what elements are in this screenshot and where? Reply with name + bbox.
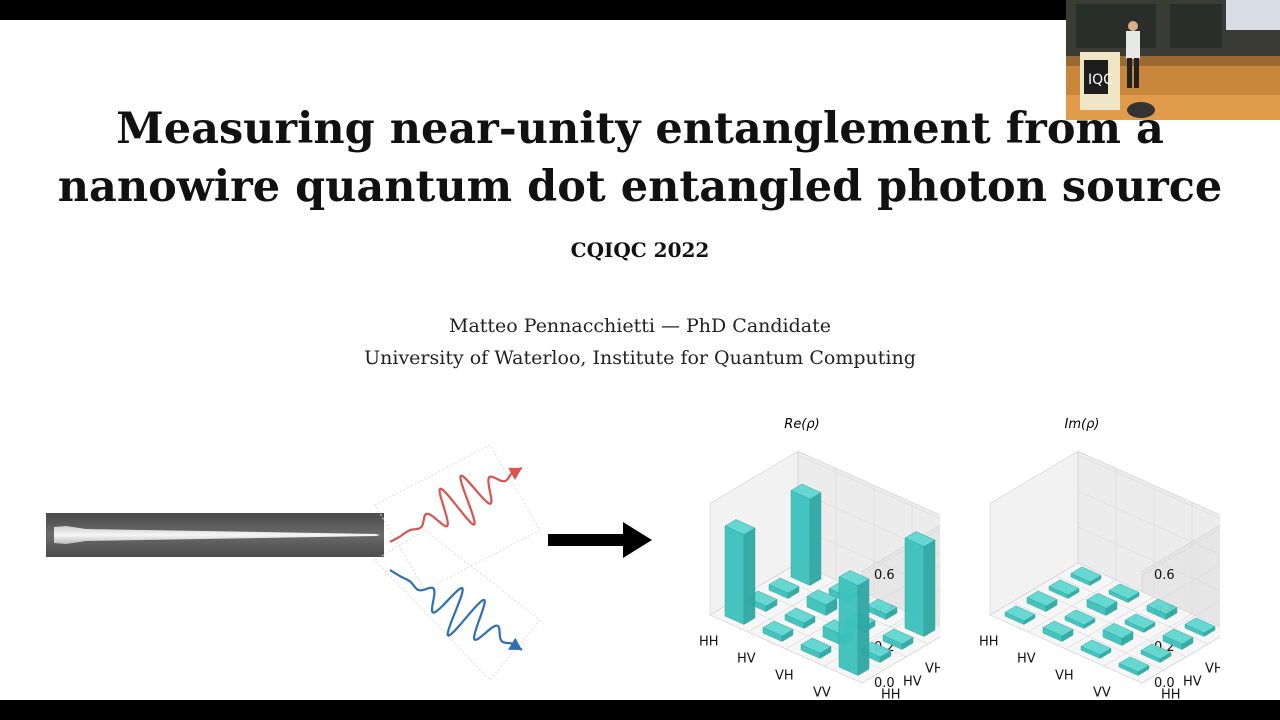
real-plot-bar xyxy=(762,620,794,642)
imag-plot-z-tick: 0.6 xyxy=(1154,568,1175,583)
real-plot-bar xyxy=(866,598,898,620)
real-plot-bar xyxy=(838,570,870,676)
imag-plot-bar xyxy=(1064,609,1096,629)
right-arrow-icon xyxy=(548,522,652,558)
imag-plot-bar xyxy=(1086,593,1118,616)
imag-plot-title: Im(ρ) xyxy=(1065,417,1100,432)
real-plot-x-label: HH xyxy=(699,635,719,650)
author-line: Matteo Pennacchietti — PhD Candidate xyxy=(448,315,832,337)
speaker-head xyxy=(1128,21,1138,31)
imag-plot-bar xyxy=(1080,639,1112,659)
nanowire-image xyxy=(46,513,384,557)
slide-title: Measuring near-unity entanglement from a… xyxy=(0,100,1280,216)
photon-top xyxy=(374,444,541,591)
imag-plot-z-tick: 0.0 xyxy=(1154,676,1175,691)
imag-plot-bar xyxy=(1184,617,1216,637)
presentation-slide: Measuring near-unity entanglement from a… xyxy=(0,20,1280,700)
entangled-photons-illustration xyxy=(374,444,541,681)
imag-plot-x-label: VV xyxy=(1093,686,1111,701)
imag-plot-bar xyxy=(1124,613,1156,633)
title-line-1: Measuring near-unity entanglement from a xyxy=(116,104,1164,154)
real-plot-z-tick: 0.0 xyxy=(874,676,895,691)
real-plot-bar xyxy=(806,589,838,616)
real-plot-bar xyxy=(724,519,756,625)
imag-plot-y-label: VH xyxy=(1205,662,1220,677)
webcam-sign-text: IQC xyxy=(1088,72,1113,88)
real-plot-y-label: HH xyxy=(881,688,901,701)
title-line-2: nanowire quantum dot entangled photon so… xyxy=(57,162,1223,212)
imag-plot-bar xyxy=(1048,579,1080,599)
real-plot-z-tick: 0.6 xyxy=(874,568,895,583)
real-plot-y-label: HV xyxy=(903,675,922,690)
real-density-matrix-plot: Re(ρ) 0.60.40.20.0HHHVVHVVVVVHHVHH xyxy=(699,417,940,701)
real-plot-bar xyxy=(904,531,936,637)
real-plot-x-label: VV xyxy=(813,686,831,701)
imag-plot-bar xyxy=(1108,583,1140,603)
real-plot-x-label: VH xyxy=(775,669,794,684)
imag-plot-bar xyxy=(1140,643,1172,663)
real-plot-x-label: HV xyxy=(737,652,756,667)
photon-bottom xyxy=(374,529,541,681)
real-plot-title: Re(ρ) xyxy=(784,417,819,432)
imaginary-density-matrix-plot: Im(ρ) 0.60.40.20.0HHHVVHVVVVVHHVHH xyxy=(979,417,1220,701)
imag-plot-bar xyxy=(1118,656,1150,676)
imag-plot-y-label: HV xyxy=(1183,675,1202,690)
imag-plot-bar xyxy=(1162,628,1194,650)
speaker-body xyxy=(1126,31,1140,59)
imag-plot-bar xyxy=(1004,605,1036,625)
real-plot-bar xyxy=(784,607,816,629)
real-plot-y-label: VH xyxy=(925,662,940,677)
imag-plot-bar xyxy=(1026,590,1058,612)
real-plot-bar xyxy=(882,628,914,650)
imag-plot-bar xyxy=(1146,598,1178,620)
imag-plot-x-label: HH xyxy=(979,635,999,650)
imag-plot-bar xyxy=(1042,620,1074,642)
real-plot-bar xyxy=(800,637,832,659)
affiliation-line: University of Waterloo, Institute for Qu… xyxy=(364,347,916,369)
event-name: CQIQC 2022 xyxy=(570,238,710,262)
imag-plot-bar xyxy=(1102,623,1134,646)
author-block: Matteo Pennacchietti — PhD Candidate Uni… xyxy=(0,310,1280,374)
real-plot-bar xyxy=(768,577,800,599)
imag-plot-x-label: VH xyxy=(1055,669,1074,684)
imag-plot-y-label: HH xyxy=(1161,688,1181,701)
imag-plot-bar xyxy=(1070,566,1102,586)
webcam-overlay: IQC xyxy=(1066,0,1280,120)
audience-head xyxy=(1127,102,1155,118)
imag-plot-x-label: HV xyxy=(1017,652,1036,667)
real-plot-bar xyxy=(790,483,822,586)
